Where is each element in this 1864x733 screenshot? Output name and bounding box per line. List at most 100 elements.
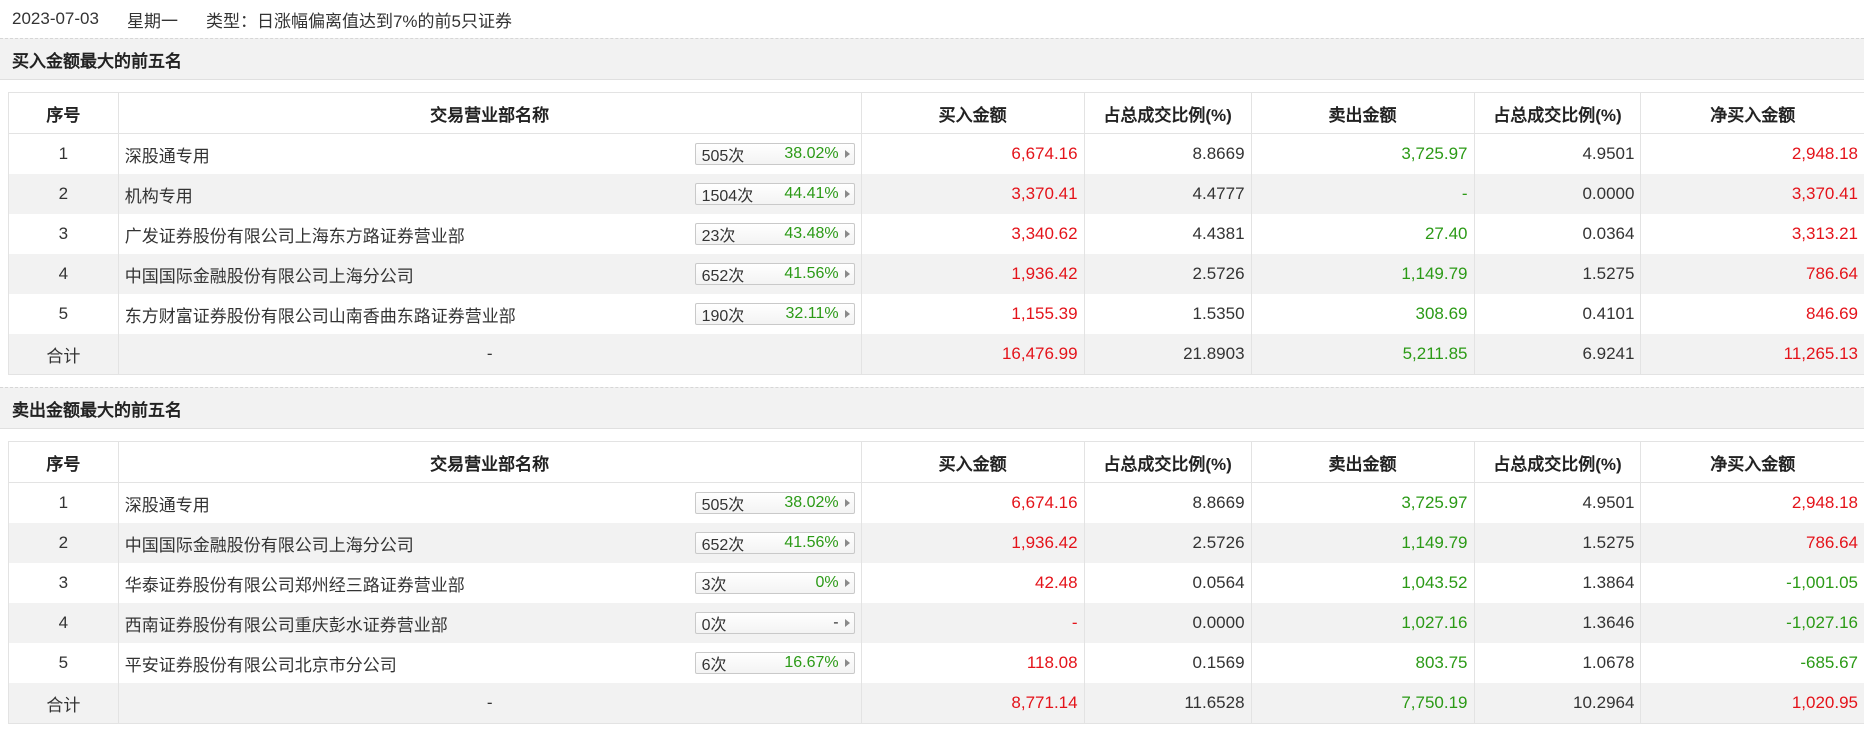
col-header-buy-ratio[interactable]: 占总成交比例(%)	[1083, 92, 1252, 134]
buy-ratio: 0.0000	[1083, 603, 1252, 643]
sell-amount: -	[1250, 174, 1475, 214]
branch-cell: 东方财富证券股份有限公司山南香曲东路证券营业部 190次 32.11%	[117, 294, 862, 334]
row-index: 4	[8, 603, 119, 643]
weekday: 星期一	[126, 11, 178, 31]
col-header-net[interactable]: 净买入金额	[1640, 92, 1864, 134]
col-header-branch[interactable]: 交易营业部名称	[117, 441, 862, 483]
table-row[interactable]: 2 机构专用 1504次 44.41% 3,370.41 4.4777-0.0000 3,3…	[8, 174, 1864, 214]
branch-stats-pill[interactable]: 23次 43.48%	[694, 223, 855, 245]
row-index: 2	[8, 174, 119, 214]
trade-count: 652次	[701, 268, 745, 285]
total-sell-amount: 5,211.85	[1250, 334, 1475, 375]
col-header-index[interactable]: 序号	[8, 92, 119, 134]
list-type: 类型：日涨幅偏离值达到7%的前5只证券	[205, 11, 512, 31]
trade-count: 0次	[701, 617, 727, 634]
col-header-buy-ratio[interactable]: 占总成交比例(%)	[1083, 441, 1252, 483]
trade-count: 1504次	[701, 188, 754, 205]
branch-stats-pill[interactable]: 3次 0%	[694, 572, 855, 594]
total-label: 合计	[8, 683, 119, 724]
buy-ratio: 2.5726	[1083, 254, 1252, 294]
total-buy-amount: 16,476.99	[860, 334, 1085, 375]
net-buy-amount: 2,948.18	[1640, 482, 1864, 523]
col-header-buy[interactable]: 买入金额	[860, 441, 1085, 483]
branch-cell-content: 深股通专用 505次 38.02%	[125, 491, 855, 516]
table-row[interactable]: 2 中国国际金融股份有限公司上海分公司 652次 41.56% 1,936.42 2.57…	[8, 523, 1864, 563]
branch-name-link[interactable]: 华泰证券股份有限公司郑州经三路证券营业部	[124, 575, 465, 595]
net-buy-amount: -685.67	[1640, 643, 1864, 683]
branch-cell: 深股通专用 505次 38.02%	[117, 482, 862, 523]
branch-stats-pill[interactable]: 505次 38.02%	[694, 492, 855, 514]
table-row[interactable]: 1 深股通专用 505次 38.02% 6,674.16 8.8669 3,725.97 4.…	[8, 482, 1864, 523]
row-index: 4	[8, 254, 119, 294]
buy-amount: 42.48	[860, 563, 1085, 603]
trade-count: 190次	[701, 308, 745, 325]
table-row[interactable]: 5 平安证券股份有限公司北京市分公司 6次 16.67% 118.08 0.1569 803…	[8, 643, 1864, 683]
branch-name-link[interactable]: 西南证券股份有限公司重庆彭水证券营业部	[124, 615, 448, 635]
branch-name-link[interactable]: 广发证券股份有限公司上海东方路证券营业部	[124, 226, 465, 246]
col-header-sell[interactable]: 卖出金额	[1250, 92, 1475, 134]
table-row[interactable]: 4 中国国际金融股份有限公司上海分公司 652次 41.56% 1,936.42 2.57…	[8, 254, 1864, 294]
success-rate: 41.56%	[784, 265, 839, 282]
buy-amount: 6,674.16	[860, 133, 1085, 174]
sell-amount: 308.69	[1250, 294, 1475, 334]
buy-ratio: 1.5350	[1083, 294, 1252, 334]
sell-ratio: 1.5275	[1473, 254, 1641, 294]
col-header-net[interactable]: 净买入金额	[1640, 441, 1864, 483]
row-index: 1	[8, 133, 119, 174]
success-rate: -	[833, 614, 839, 631]
success-rate: 38.02%	[784, 145, 839, 162]
col-header-index[interactable]: 序号	[8, 441, 119, 483]
branch-stats-pill[interactable]: 652次 41.56%	[694, 532, 855, 554]
col-header-sell[interactable]: 卖出金额	[1250, 441, 1475, 483]
table-row[interactable]: 5 东方财富证券股份有限公司山南香曲东路证券营业部 190次 32.11% 1,155.…	[8, 294, 1864, 334]
table-row[interactable]: 4 西南证券股份有限公司重庆彭水证券营业部 0次 - -0.0000 1,027.16 1.…	[8, 603, 1864, 643]
net-buy-amount: -1,001.05	[1640, 563, 1864, 603]
branch-stats-pill[interactable]: 505次 38.02%	[694, 143, 855, 165]
trade-count: 3次	[701, 577, 727, 594]
sell-amount: 1,149.79	[1250, 523, 1475, 563]
branch-stats-pill[interactable]: 6次 16.67%	[694, 652, 855, 674]
caret-right-icon	[844, 579, 850, 587]
sell-amount: 3,725.97	[1250, 133, 1475, 174]
sell-ratio: 4.9501	[1473, 482, 1641, 523]
buy-amount: 3,370.41	[860, 174, 1085, 214]
net-buy-amount: 2,948.18	[1640, 133, 1864, 174]
branch-name-link[interactable]: 中国国际金融股份有限公司上海分公司	[124, 535, 414, 555]
branch-stats-pill[interactable]: 0次 -	[694, 612, 855, 634]
branch-name-link[interactable]: 深股通专用	[124, 146, 210, 166]
row-index: 2	[8, 523, 119, 563]
table-row[interactable]: 1 深股通专用 505次 38.02% 6,674.16 8.8669 3,725.97 4.…	[8, 133, 1864, 174]
sell-ratio: 0.4101	[1473, 294, 1641, 334]
sell-amount: 27.40	[1250, 214, 1475, 254]
col-header-sell-ratio[interactable]: 占总成交比例(%)	[1473, 92, 1641, 134]
buy-amount: 1,936.42	[860, 254, 1085, 294]
caret-right-icon	[844, 619, 850, 627]
branch-stats-pill[interactable]: 652次 41.56%	[694, 263, 855, 285]
branch-cell-content: 华泰证券股份有限公司郑州经三路证券营业部 3次 0%	[125, 571, 855, 596]
branch-stats-pill[interactable]: 1504次 44.41%	[694, 183, 855, 205]
col-header-buy[interactable]: 买入金额	[860, 92, 1085, 134]
branch-stats-pill[interactable]: 190次 32.11%	[694, 303, 855, 325]
branch-name-link[interactable]: 东方财富证券股份有限公司山南香曲东路证券营业部	[124, 306, 516, 326]
col-header-sell-ratio[interactable]: 占总成交比例(%)	[1473, 441, 1641, 483]
buy-amount: 3,340.62	[860, 214, 1085, 254]
branch-name-link[interactable]: 机构专用	[124, 186, 193, 206]
branch-name-link[interactable]: 平安证券股份有限公司北京市分公司	[124, 655, 397, 675]
col-header-branch[interactable]: 交易营业部名称	[117, 92, 862, 134]
table-row[interactable]: 3 广发证券股份有限公司上海东方路证券营业部 23次 43.48% 3,340.62 4.…	[8, 214, 1864, 254]
buy-top5-table: 序号 交易营业部名称 买入金额 占总成交比例(%) 卖出金额 占总成交比例(%)…	[8, 92, 1864, 375]
buy-ratio: 4.4777	[1083, 174, 1252, 214]
success-rate: 44.41%	[784, 185, 839, 202]
sell-ratio: 0.0000	[1473, 174, 1641, 214]
total-sell-amount: 7,750.19	[1250, 683, 1475, 724]
total-label: 合计	[8, 334, 119, 375]
table-row[interactable]: 3 华泰证券股份有限公司郑州经三路证券营业部 3次 0% 42.48 0.0564 1,04…	[8, 563, 1864, 603]
caret-right-icon	[844, 270, 850, 278]
branch-name-link[interactable]: 中国国际金融股份有限公司上海分公司	[124, 266, 414, 286]
branch-cell: 广发证券股份有限公司上海东方路证券营业部 23次 43.48%	[117, 214, 862, 254]
buy-ratio: 0.0564	[1083, 563, 1252, 603]
sell-amount: 803.75	[1250, 643, 1475, 683]
branch-cell: 深股通专用 505次 38.02%	[117, 133, 862, 174]
branch-name-link[interactable]: 深股通专用	[124, 495, 210, 515]
buy-section-title: 买入金额最大的前五名	[0, 38, 1864, 80]
